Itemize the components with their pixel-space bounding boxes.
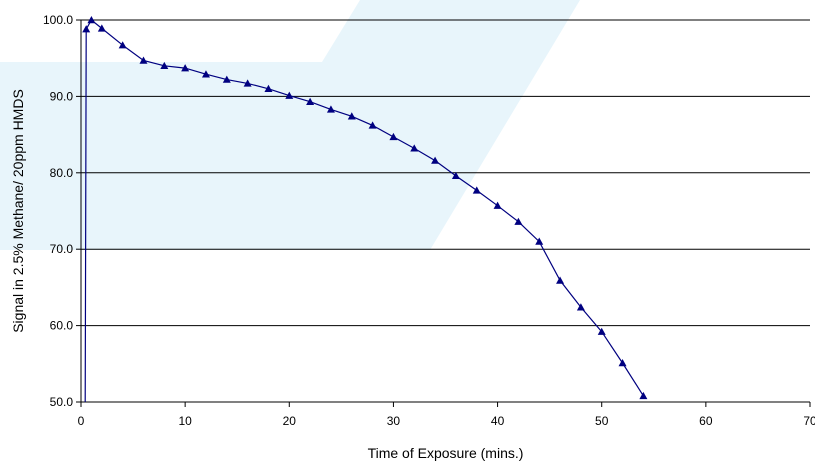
y-tick-label: 70.0 — [50, 242, 74, 256]
data-point — [493, 201, 502, 209]
data-point — [347, 112, 356, 120]
data-point — [97, 24, 106, 32]
x-tick-label: 50 — [595, 414, 609, 428]
x-axis-ticks: 0 10 20 30 40 50 60 70 — [78, 402, 815, 428]
data-point — [431, 156, 440, 164]
data-point — [389, 132, 398, 141]
data-point — [535, 237, 544, 245]
axes — [80, 20, 810, 403]
x-tick-label: 40 — [491, 414, 505, 428]
data-point — [472, 186, 481, 194]
data-point — [87, 16, 96, 24]
y-tick-label: 90.0 — [50, 89, 74, 103]
data-point — [243, 79, 252, 87]
data-point — [306, 97, 315, 105]
data-point — [368, 121, 377, 129]
data-point — [118, 41, 127, 49]
data-point — [576, 303, 585, 311]
y-tick-label: 60.0 — [50, 319, 74, 333]
data-point — [181, 64, 190, 72]
data-point — [410, 144, 419, 152]
y-tick-label: 50.0 — [50, 395, 74, 409]
series — [82, 16, 648, 403]
data-point — [639, 391, 648, 400]
data-point — [222, 75, 231, 83]
data-point — [556, 276, 565, 284]
x-tick-label: 30 — [387, 414, 401, 428]
y-tick-label: 100.0 — [43, 13, 73, 27]
data-point — [264, 84, 273, 92]
y-tick-label: 80.0 — [50, 166, 74, 180]
data-point — [618, 359, 627, 367]
x-tick-label: 70 — [803, 414, 815, 428]
data-point — [82, 25, 91, 33]
x-tick-label: 60 — [699, 414, 713, 428]
gridlines — [81, 19, 810, 327]
watermark — [0, 0, 580, 250]
data-point — [514, 217, 523, 225]
data-point — [285, 91, 294, 99]
data-point — [139, 56, 148, 64]
data-point — [597, 327, 606, 335]
y-axis-ticks: 50.0 60.0 70.0 80.0 90.0 100.0 — [43, 13, 81, 409]
data-point — [160, 61, 169, 70]
data-point — [201, 70, 210, 78]
y-axis-title: Signal in 2.5% Methane/ 20ppm HMDS — [10, 89, 26, 333]
series-line — [84, 19, 644, 403]
x-axis-title: Time of Exposure (mins.) — [368, 445, 524, 461]
x-tick-label: 0 — [78, 414, 85, 428]
data-point — [451, 171, 460, 180]
x-tick-label: 20 — [283, 414, 297, 428]
x-tick-label: 10 — [178, 414, 192, 428]
data-point — [326, 105, 335, 113]
